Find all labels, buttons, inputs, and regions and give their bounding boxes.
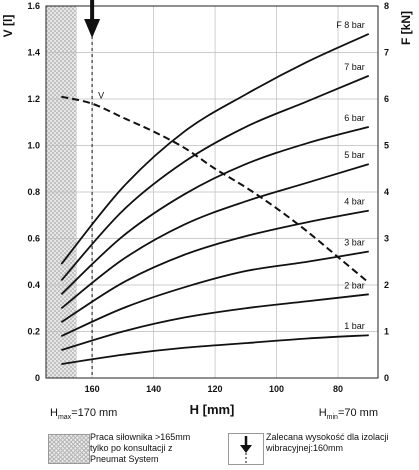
y-left-tick: 1.2 xyxy=(27,94,40,104)
force-curve-6-bar xyxy=(60,126,370,295)
series-label: 5 bar xyxy=(344,150,365,160)
force-curve-1-bar xyxy=(61,334,369,365)
plot-frame xyxy=(45,5,379,379)
y-right-tick: 3 xyxy=(384,234,389,244)
y-left-tick: 0.4 xyxy=(27,280,40,290)
y-right-tick: 1 xyxy=(384,327,389,337)
y-right-tick: 0 xyxy=(384,373,389,383)
series-label: 1 bar xyxy=(344,321,365,331)
force-curves: 1 bar 2 bar 3 bar 4 bar 5 bar 6 bar 7 bar F 8 b… xyxy=(60,20,370,365)
y-left-label: V [l] xyxy=(1,15,15,38)
gridlines xyxy=(46,6,378,378)
h-min-label: Hmin=70 mm xyxy=(319,407,378,421)
volume-curve: V xyxy=(61,91,370,284)
series-label: 2 bar xyxy=(344,280,365,290)
tick-labels: 0 0.2 0.4 0.6 0.8 1.0 1.2 1.4 1.6 0 1 2 3 4 5 6 7 8 160 140… xyxy=(27,1,389,394)
x-tick: 120 xyxy=(208,384,223,394)
x-axis-label: H [mm] xyxy=(190,402,235,417)
y-right-tick: 4 xyxy=(384,187,389,197)
legend: Praca siłownika >165mm tylko po konsulta… xyxy=(0,432,419,470)
recommended-arrow-head xyxy=(84,19,101,38)
y-right-label: F [kN] xyxy=(399,11,413,45)
x-tick: 100 xyxy=(269,384,284,394)
series-label: 3 bar xyxy=(344,238,365,248)
y-right-tick: 7 xyxy=(384,48,389,58)
force-curve-2-bar xyxy=(61,293,369,351)
y-right-tick: 8 xyxy=(384,1,389,11)
force-curve-3-bar xyxy=(60,250,369,337)
recommended-height-marker xyxy=(84,0,101,378)
volume-series-label: V xyxy=(98,91,104,101)
x-tick: 140 xyxy=(146,384,161,394)
force-curve-5-bar xyxy=(60,163,370,309)
series-label: 6 bar xyxy=(344,113,365,123)
series-label: 7 bar xyxy=(344,62,365,72)
y-right-tick: 2 xyxy=(384,280,389,290)
y-left-tick: 0.6 xyxy=(27,234,40,244)
y-left-tick: 1.0 xyxy=(27,141,40,151)
y-left-tick: 0.8 xyxy=(27,187,40,197)
arrow-legend-swatch xyxy=(228,433,264,465)
force-curve-4-bar xyxy=(60,209,369,323)
force-curve-8-bar xyxy=(60,33,370,265)
y-left-tick: 1.4 xyxy=(27,48,40,58)
chart: 0 0.2 0.4 0.6 0.8 1.0 1.2 1.4 1.6 0 1 2 3 4 5 6 7 8 160 140… xyxy=(1,0,413,421)
y-right-tick: 5 xyxy=(384,141,389,151)
down-arrow-icon xyxy=(240,436,252,463)
hatched-legend-swatch xyxy=(48,434,90,464)
y-left-tick: 1.6 xyxy=(27,1,40,11)
y-left-tick: 0 xyxy=(35,373,40,383)
h-max-label: Hmax=170 mm xyxy=(50,407,117,421)
arrow-legend-text: Zalecana wysokość dla izolacji wibracyjn… xyxy=(266,432,389,453)
series-label: 4 bar xyxy=(344,197,365,207)
series-label: F 8 bar xyxy=(336,20,365,30)
y-right-tick: 6 xyxy=(384,94,389,104)
y-left-tick: 0.2 xyxy=(27,327,40,337)
volume-curve-line xyxy=(61,95,370,284)
x-tick: 80 xyxy=(333,384,343,394)
x-tick: 160 xyxy=(85,384,100,394)
hatched-legend-text: Praca siłownika >165mm tylko po konsulta… xyxy=(90,432,191,464)
force-curve-7-bar xyxy=(60,74,370,281)
